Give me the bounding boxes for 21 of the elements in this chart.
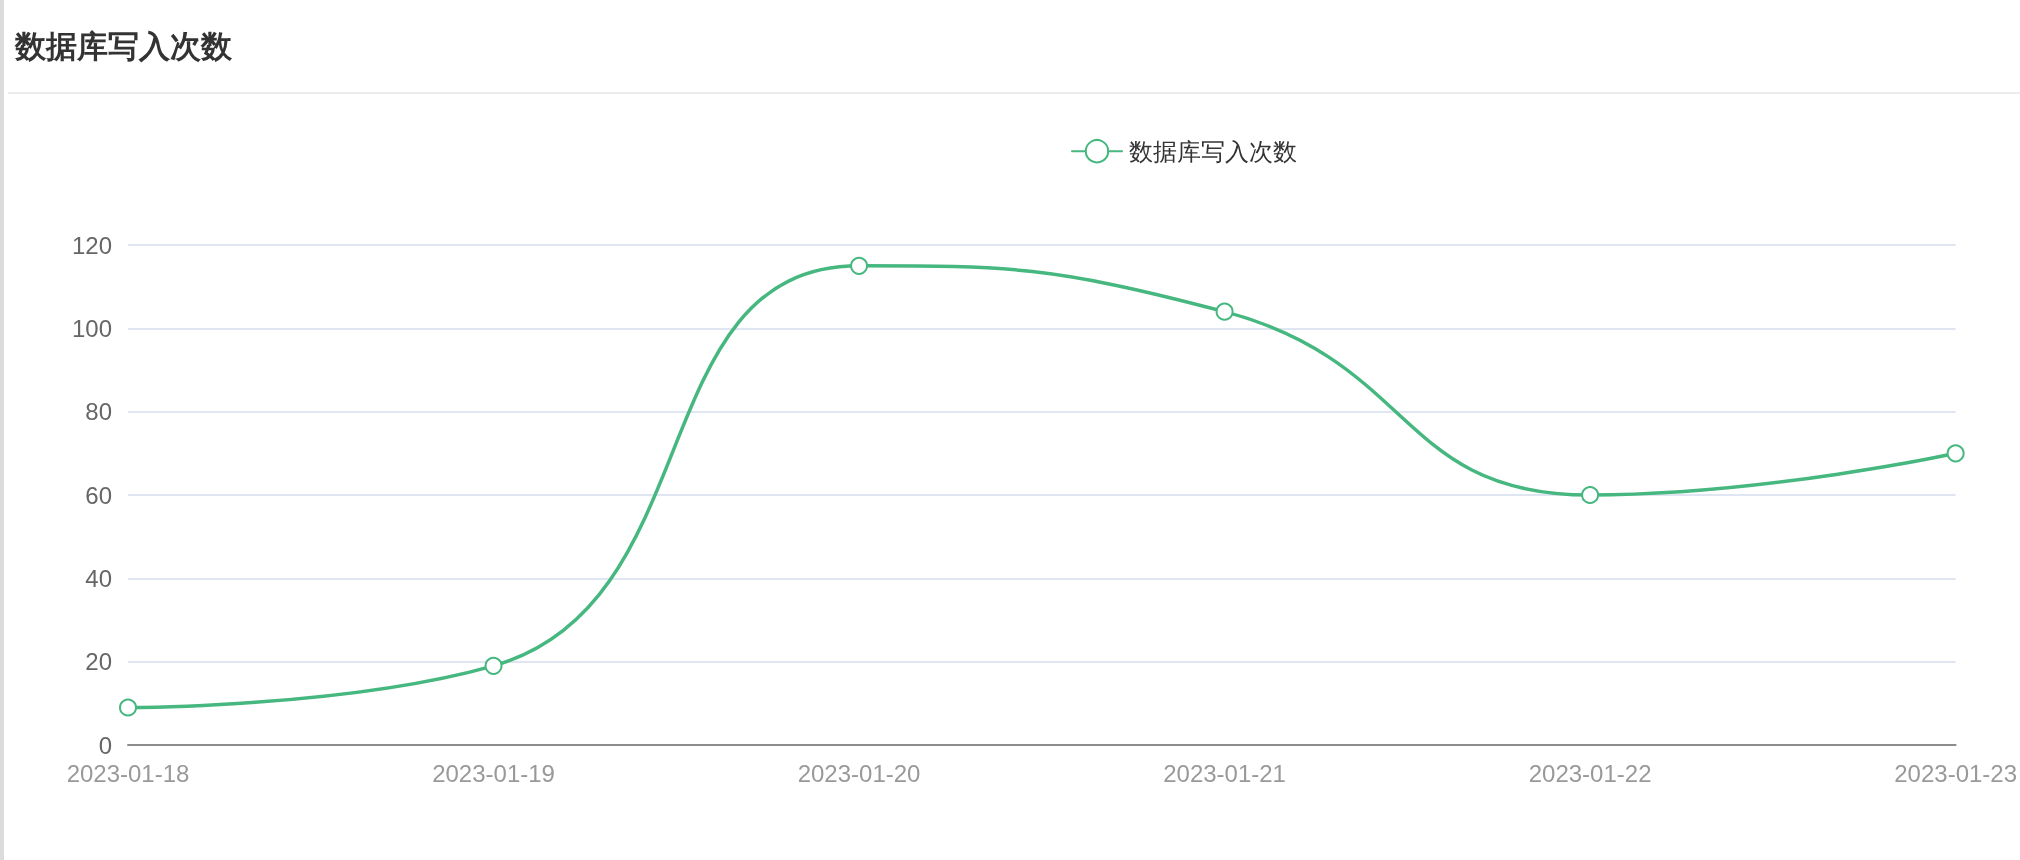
x-tick-label: 2023-01-20 [797,759,921,787]
y-tick-label: 0 [98,731,112,759]
x-tick-label: 2023-01-18 [66,759,190,787]
y-tick-label: 40 [85,564,112,592]
x-tick-label: 2023-01-21 [1163,759,1286,787]
chart-title: 数据库写入次数 [14,29,233,64]
y-tick-label: 120 [71,231,112,259]
point [1581,486,1600,504]
x-tick-label: 2023-01-23 [1894,759,2017,787]
point [119,698,137,717]
point [1215,302,1234,321]
y-tick-label: 20 [85,648,112,676]
point [484,656,503,675]
y-tick-label: 60 [85,481,112,509]
x-tick-label: 2023-01-19 [432,759,555,787]
point [850,256,869,275]
y-tick-label: 80 [85,398,112,426]
x-tick-label: 2023-01-22 [1528,759,1652,787]
legend-label: 数据库写入次数 [1129,137,1297,165]
point [1946,444,1965,463]
y-tick-label: 100 [71,314,112,342]
